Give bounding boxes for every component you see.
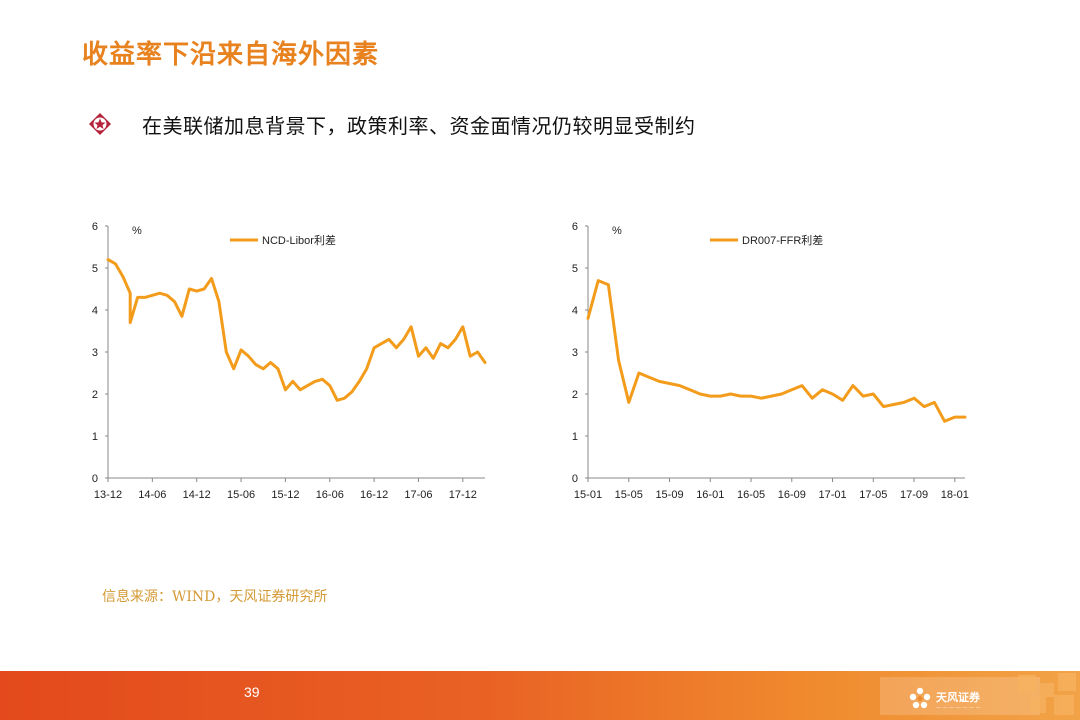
x-tick-label: 14-12: [183, 489, 211, 501]
legend-label: DR007-FFR利差: [742, 233, 823, 247]
chart-dr007-ffr-svg: 0 1 2 3 4 5 6 15-01 15-05 15-09 16-01 16-05 16-09 17-…: [572, 221, 969, 501]
y-tick-label: 0: [92, 473, 98, 485]
y-tick-label: 2: [92, 389, 98, 401]
unit-label: %: [612, 225, 622, 237]
legend-label: NCD-Libor利差: [262, 233, 336, 247]
y-tick-label: 1: [572, 431, 578, 443]
x-tick-label: 16-12: [360, 489, 388, 501]
x-tick-label: 15-12: [271, 489, 299, 501]
y-tick-label: 2: [572, 389, 578, 401]
y-tick-label: 6: [92, 221, 98, 233]
x-tick-label: 16-05: [737, 489, 765, 501]
logo-subtext: — — — — — — —: [936, 705, 981, 711]
x-tick-label: 18-01: [941, 489, 969, 501]
series-line: [586, 279, 967, 423]
y-tick-label: 4: [572, 305, 578, 317]
x-tick-label: 17-09: [900, 489, 928, 501]
x-tick-label: 15-01: [574, 489, 602, 501]
x-tick-label: 16-09: [778, 489, 806, 501]
y-tick-label: 5: [92, 263, 98, 275]
x-tick-label: 16-06: [316, 489, 344, 501]
chart-dr007-ffr-spread: 0 1 2 3 4 5 6 15-01 15-05 15-09 16-01 16-05 16-09 17-…: [560, 210, 980, 510]
footer-decoration: [1010, 671, 1080, 720]
x-tick-label: 14-06: [138, 489, 166, 501]
source-note: 信息来源：WIND，天风证券研究所: [102, 589, 328, 605]
x-tick-label: 15-06: [227, 489, 255, 501]
x-tick-label: 17-05: [859, 489, 887, 501]
y-tick-label: 4: [92, 305, 98, 317]
company-logo: 天风证券 — — — — — — —: [880, 677, 1040, 715]
x-tick-label: 16-01: [696, 489, 724, 501]
x-tick-label: 17-06: [404, 489, 432, 501]
series-line: [106, 258, 487, 402]
x-tick-label: 17-12: [449, 489, 477, 501]
logo-text: 天风证券: [936, 691, 980, 704]
y-tick-label: 6: [572, 221, 578, 233]
y-tick-label: 3: [572, 347, 578, 359]
x-tick-label: 13-12: [94, 489, 122, 501]
chart-ncd-libor-svg: 0 1 2 3 4 5 6 13-12 14-06 14-12 15-06 15-12 16-06 16-…: [92, 221, 487, 501]
page-number: 39: [244, 684, 260, 700]
x-tick-label: 15-05: [615, 489, 643, 501]
y-tick-label: 1: [92, 431, 98, 443]
bullet-text: 在美联储加息背景下，政策利率、资金面情况仍较明显受制约: [142, 114, 696, 138]
y-tick-label: 5: [572, 263, 578, 275]
y-tick-label: 3: [92, 347, 98, 359]
y-tick-label: 0: [572, 473, 578, 485]
tianfeng-logo-icon: [909, 687, 931, 709]
diamond-star-icon: [89, 113, 111, 135]
unit-label: %: [132, 225, 142, 237]
chart-ncd-libor-spread: 0 1 2 3 4 5 6 13-12 14-06 14-12 15-06 15-12 16-06 16-…: [80, 210, 500, 510]
x-tick-label: 15-09: [655, 489, 683, 501]
footer-bar: 39 天风证券 — — — — — — —: [0, 671, 1080, 720]
x-tick-label: 17-01: [818, 489, 846, 501]
page-title: 收益率下沿来自海外因素: [82, 40, 380, 70]
